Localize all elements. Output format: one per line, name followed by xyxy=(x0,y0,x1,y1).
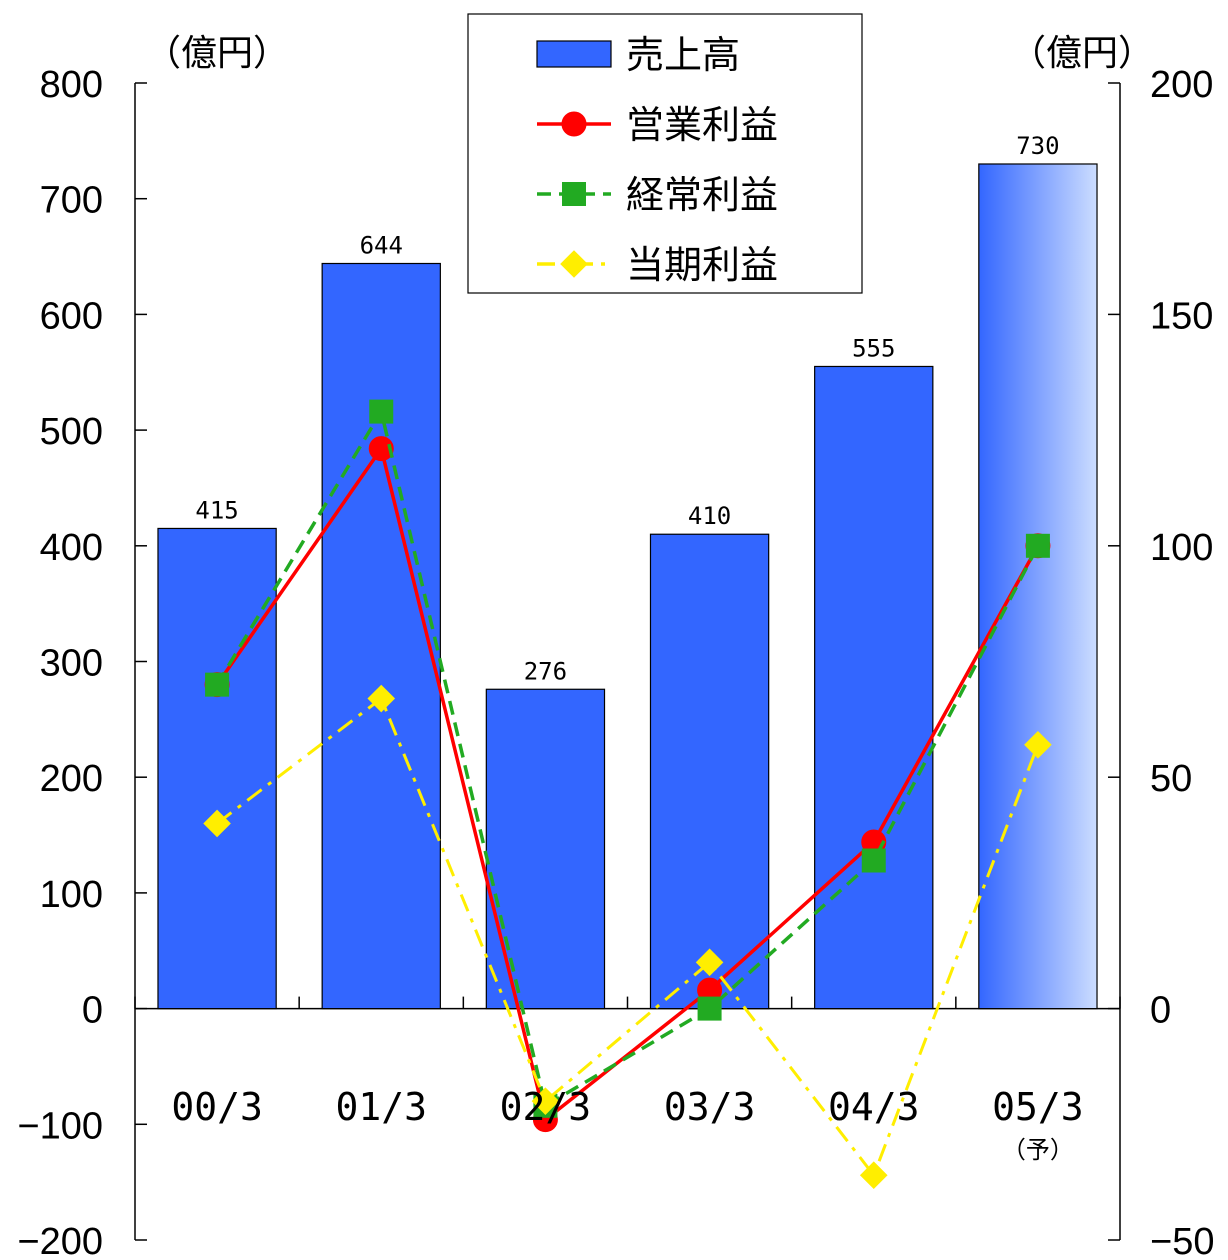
diamond-marker xyxy=(531,1087,560,1115)
series-line xyxy=(216,696,1040,1179)
category-label: 03/3 xyxy=(664,1085,756,1129)
bar xyxy=(321,262,441,1010)
legend-label: 営業利益 xyxy=(626,103,778,147)
diamond-marker xyxy=(367,684,396,713)
bar xyxy=(649,533,770,1010)
bars xyxy=(157,163,1098,1010)
bar-value-label: 555 xyxy=(852,334,895,362)
diamond-marker xyxy=(203,809,231,838)
square-marker xyxy=(697,996,722,1021)
left-tick-label: 600 xyxy=(40,295,103,337)
square-marker xyxy=(369,399,394,424)
legend-label: 経常利益 xyxy=(626,173,778,217)
left-tick-label: 400 xyxy=(40,527,103,569)
bar xyxy=(157,527,277,1010)
left-tick-label: −100 xyxy=(17,1105,103,1147)
bar xyxy=(978,163,1098,1010)
right-tick-label: −50 xyxy=(1150,1221,1214,1260)
legend-label: 売上高 xyxy=(626,33,740,77)
right-tick-label: 50 xyxy=(1150,758,1192,800)
right-tick-label: 200 xyxy=(1150,64,1213,106)
labels: 415 644 276 410 555 730 00/3 01/3 02/3 03/3 04/3 05… xyxy=(171,132,1083,1164)
left-tick-label: 300 xyxy=(40,643,103,685)
bar-value-label: 415 xyxy=(195,496,238,524)
left-tick-label: 0 xyxy=(82,990,103,1032)
lines xyxy=(203,399,1052,1190)
category-note: （予） xyxy=(1002,1136,1074,1164)
square-marker xyxy=(205,672,230,697)
legend-swatch xyxy=(536,40,612,68)
diamond-marker xyxy=(695,948,724,977)
left-tick-label: 700 xyxy=(40,180,103,222)
left-tick-label: −200 xyxy=(17,1221,103,1260)
category-label: 04/3 xyxy=(828,1085,920,1129)
circle-marker xyxy=(368,436,394,462)
left-axis-unit: （億円） xyxy=(145,33,289,74)
bar-value-label: 644 xyxy=(360,231,403,259)
legend-diamond-marker xyxy=(560,250,588,278)
series-line xyxy=(215,444,1040,1123)
left-tick-label: 500 xyxy=(40,411,103,453)
left-tick-label: 800 xyxy=(40,64,103,106)
left-tick-label: 200 xyxy=(40,758,103,800)
axes: 8007006005004003002001000−100−2002001501… xyxy=(17,33,1214,1260)
left-tick-label: 100 xyxy=(40,874,103,916)
bar xyxy=(814,365,934,1010)
right-axis-unit: （億円） xyxy=(1010,33,1154,74)
square-marker xyxy=(1025,533,1050,558)
legend-square-marker xyxy=(562,182,586,206)
category-label: 00/3 xyxy=(171,1085,263,1129)
category-label: 02/3 xyxy=(500,1085,592,1129)
bar-value-label: 276 xyxy=(524,657,567,685)
right-tick-label: 0 xyxy=(1150,990,1171,1032)
legend-box xyxy=(467,13,863,294)
series-line xyxy=(215,407,1040,1109)
diamond-marker xyxy=(1024,731,1052,759)
right-tick-label: 100 xyxy=(1150,527,1213,569)
right-tick-label: 150 xyxy=(1150,295,1213,337)
legend-circle-marker xyxy=(561,111,587,137)
bar xyxy=(485,688,606,1010)
bar-value-label: 410 xyxy=(688,502,731,530)
category-label: 01/3 xyxy=(335,1085,427,1129)
legend-label: 当期利益 xyxy=(626,243,778,287)
square-marker xyxy=(861,848,886,873)
category-label: 05/3 xyxy=(992,1085,1084,1129)
bar-value-label: 730 xyxy=(1016,132,1059,160)
diamond-marker xyxy=(859,1161,888,1190)
